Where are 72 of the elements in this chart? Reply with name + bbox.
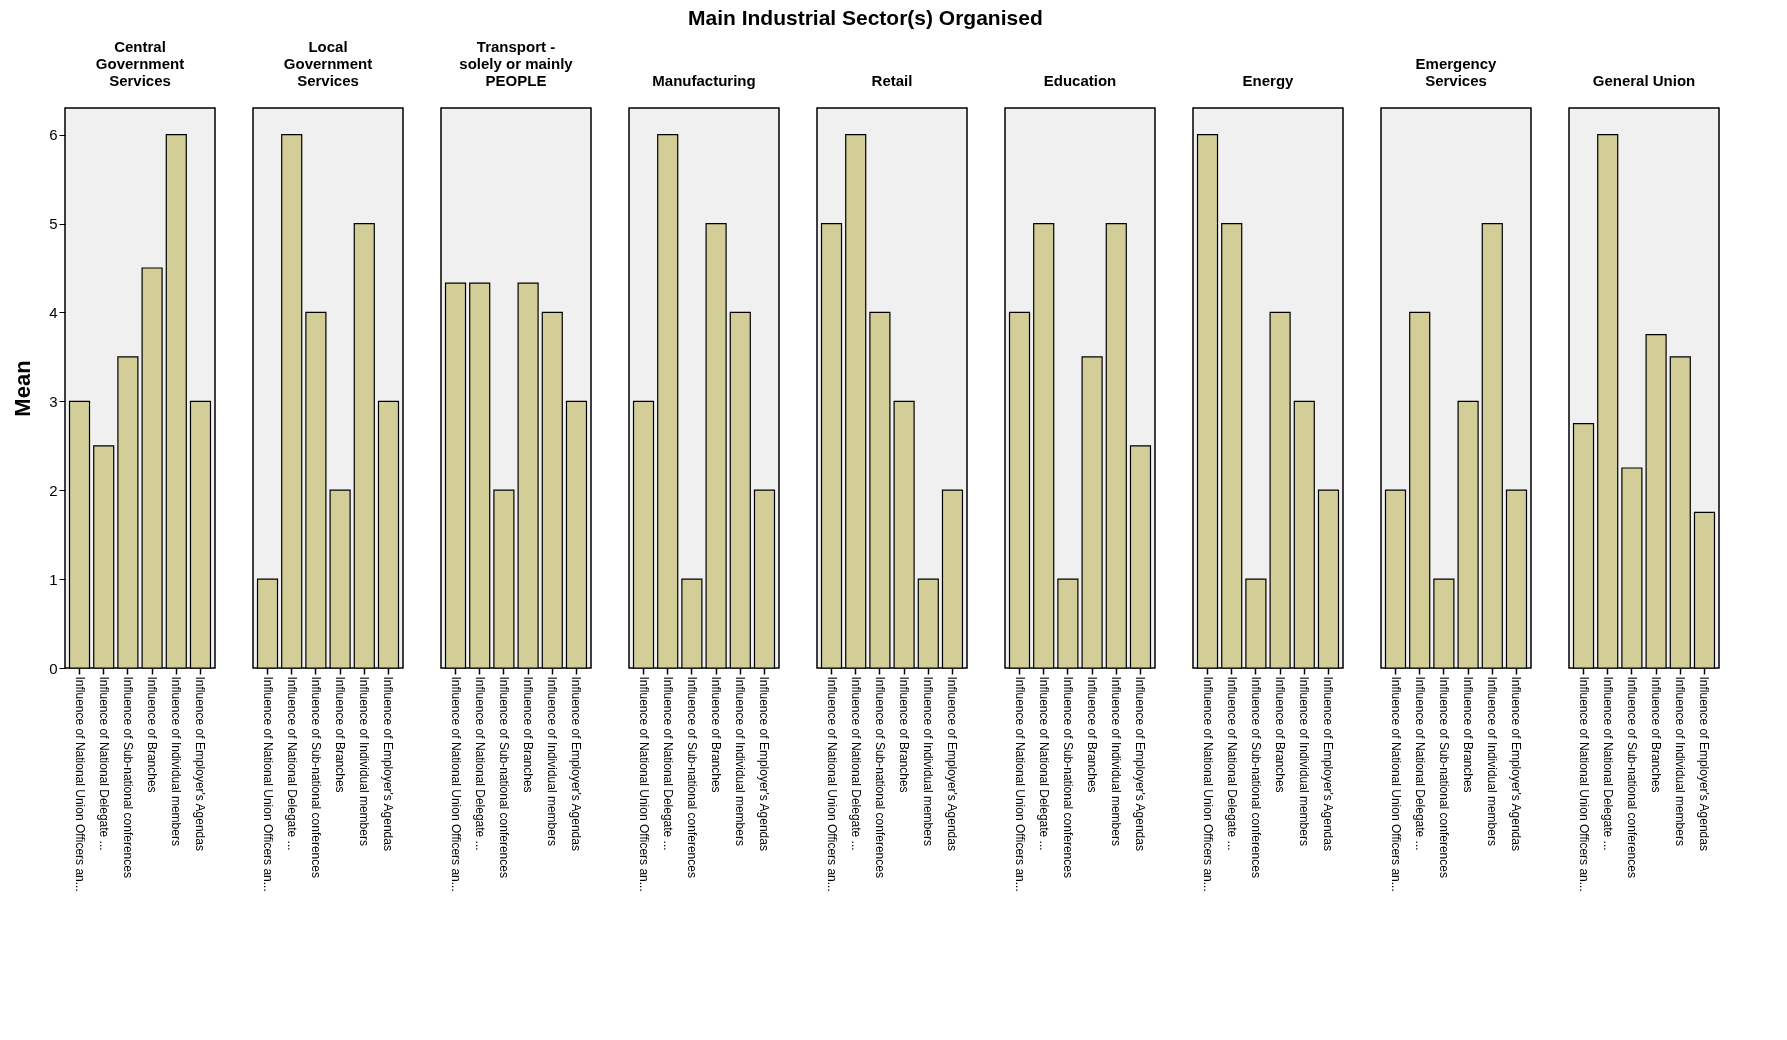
x-tick-label: Influence of Branches bbox=[1461, 676, 1476, 793]
y-tick-label: 3 bbox=[49, 392, 58, 410]
x-tick-label: Influence of National Delegate ... bbox=[472, 676, 487, 851]
y-tick-label: 2 bbox=[49, 481, 58, 499]
x-tick-label: Influence of Individual members bbox=[357, 676, 372, 846]
x-tick-label: Influence of Individual members bbox=[921, 676, 936, 846]
chart-title: Education bbox=[1043, 72, 1117, 89]
x-tick-label: Influence of Individual members bbox=[169, 676, 184, 846]
x-tick-label: Influence of Sub-national conferences bbox=[1436, 676, 1451, 878]
x-tick-label: Influence of National Union Officers an... bbox=[1388, 676, 1403, 892]
x-tick-label: Influence of Sub-national conferences bbox=[120, 676, 135, 878]
text: Main Industrial Sector(s) Organised bbox=[687, 6, 1043, 30]
x-tick-label: Influence of National Delegate ... bbox=[848, 676, 863, 851]
y-tick-label: 5 bbox=[49, 215, 58, 233]
x-tick-label: Influence of Branches bbox=[145, 676, 160, 793]
x-tick-label: Influence of Sub-national conferences bbox=[1248, 676, 1263, 878]
chart-title: General Union bbox=[1592, 72, 1696, 89]
x-tick-label: Influence of Employer's Agendas bbox=[569, 676, 584, 851]
y-tick-label: 4 bbox=[49, 303, 58, 321]
x-tick-label: Influence of Sub-national conferences bbox=[308, 676, 323, 878]
x-tick-label: Influence of Sub-national conferences bbox=[1624, 676, 1639, 878]
x-tick-label: Influence of Branches bbox=[1649, 676, 1664, 793]
x-tick-label: Influence of National Delegate ... bbox=[284, 676, 299, 851]
x-tick-label: Influence of Sub-national conferences bbox=[1060, 676, 1075, 878]
y-tick-label: 6 bbox=[49, 126, 58, 144]
y-axis-title: Mean bbox=[10, 360, 36, 417]
x-tick-label: Influence of Branches bbox=[709, 676, 724, 793]
x-tick-label: Influence of Employer's Agendas bbox=[381, 676, 396, 851]
x-tick-label: Influence of Employer's Agendas bbox=[1509, 676, 1524, 851]
x-tick-label: Influence of Branches bbox=[333, 676, 348, 793]
chart-title: Local Government Services bbox=[283, 38, 373, 89]
chart-title: Energy bbox=[1242, 72, 1295, 89]
x-tick-label: Influence of National Delegate ... bbox=[1600, 676, 1615, 851]
x-tick-label: Influence of Individual members bbox=[1673, 676, 1688, 846]
x-tick-label: Influence of National Union Officers an... bbox=[448, 676, 463, 892]
chart-title: Transport - solely or mainly PEOPLE bbox=[459, 38, 574, 89]
x-tick-label: Influence of Employer's Agendas bbox=[945, 676, 960, 851]
y-tick-label: 0 bbox=[49, 659, 58, 677]
x-tick-label: Influence of Employer's Agendas bbox=[1133, 676, 1148, 851]
chart-title: Central Government Services bbox=[95, 38, 185, 89]
x-tick-label: Influence of Employer's Agendas bbox=[1321, 676, 1336, 851]
x-tick-label: Influence of Individual members bbox=[1485, 676, 1500, 846]
x-tick-label: Influence of Individual members bbox=[545, 676, 560, 846]
x-tick-label: Influence of Individual members bbox=[1297, 676, 1312, 846]
x-tick-label: Influence of Branches bbox=[1085, 676, 1100, 793]
x-tick-label: Influence of Branches bbox=[521, 676, 536, 793]
x-tick-label: Influence of National Delegate ... bbox=[1036, 676, 1051, 851]
x-tick-label: Influence of National Union Officers an... bbox=[1576, 676, 1591, 892]
x-tick-label: Influence of Sub-national conferences bbox=[684, 676, 699, 878]
x-tick-label: Influence of Employer's Agendas bbox=[757, 676, 772, 851]
x-tick-label: Influence of Employer's Agendas bbox=[1697, 676, 1712, 851]
x-tick-label: Influence of National Union Officers an... bbox=[72, 676, 87, 892]
x-tick-label: Influence of Employer's Agendas bbox=[193, 676, 208, 851]
x-tick-label: Influence of National Union Officers an... bbox=[260, 676, 275, 892]
x-tick-label: Influence of Individual members bbox=[733, 676, 748, 846]
x-tick-label: Influence of National Delegate ... bbox=[1224, 676, 1239, 851]
x-tick-label: Influence of Branches bbox=[897, 676, 912, 793]
y-tick-label: 1 bbox=[49, 570, 58, 588]
x-tick-label: Influence of Sub-national conferences bbox=[872, 676, 887, 878]
x-tick-label: Influence of National Union Officers an... bbox=[1012, 676, 1027, 892]
x-tick-label: Influence of National Delegate ... bbox=[96, 676, 111, 851]
x-tick-label: Influence of Sub-national conferences bbox=[496, 676, 511, 878]
x-tick-label: Influence of National Delegate ... bbox=[660, 676, 675, 851]
x-tick-label: Influence of National Union Officers an... bbox=[636, 676, 651, 892]
x-tick-label: Influence of Branches bbox=[1273, 676, 1288, 793]
x-tick-label: Influence of National Union Officers an... bbox=[824, 676, 839, 892]
chart-title: Manufacturing bbox=[652, 72, 756, 89]
x-tick-label: Influence of National Delegate ... bbox=[1412, 676, 1427, 851]
x-tick-label: Influence of National Union Officers an... bbox=[1200, 676, 1215, 892]
chart-title: Retail bbox=[871, 72, 913, 89]
chart-title: Emergency Services bbox=[1415, 55, 1498, 89]
x-tick-label: Influence of Individual members bbox=[1109, 676, 1124, 846]
